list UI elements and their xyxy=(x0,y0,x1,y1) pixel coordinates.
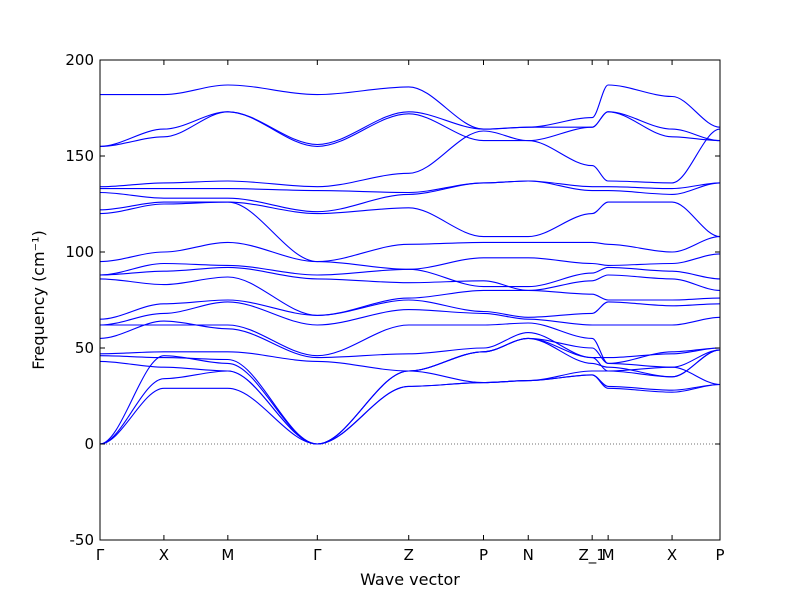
phonon-band-11 xyxy=(100,266,720,291)
x-tick-label: Γ xyxy=(96,546,105,564)
y-tick-label: 100 xyxy=(65,243,94,261)
x-tick-label: N xyxy=(523,546,534,564)
x-tick-label: P xyxy=(715,546,724,564)
phonon-band-3 xyxy=(100,111,720,147)
phonon-band-14 xyxy=(100,301,720,326)
phonon-band-21 xyxy=(100,337,720,445)
y-axis-ticks: -50 0 50 100 150 200 xyxy=(65,51,720,549)
y-tick-label: -50 xyxy=(70,531,95,549)
y-tick-label: 0 xyxy=(84,435,94,453)
phonon-band-2 xyxy=(100,111,720,147)
phonon-band-15 xyxy=(100,322,720,364)
phonon-bands xyxy=(100,84,720,445)
y-axis-label: Frequency (cm⁻¹) xyxy=(29,230,48,369)
phonon-band-8 xyxy=(100,201,720,263)
x-tick-label: Γ xyxy=(313,546,322,564)
x-tick-label: X xyxy=(159,546,169,564)
phonon-band-22 xyxy=(100,374,720,445)
x-tick-label: Z_1 xyxy=(579,546,606,565)
phonon-band-13 xyxy=(100,299,720,320)
y-tick-label: 200 xyxy=(65,51,94,69)
x-tick-label: M xyxy=(221,546,234,564)
plot-frame xyxy=(99,59,721,541)
x-tick-label: M xyxy=(602,546,615,564)
y-tick-label: 50 xyxy=(75,339,94,357)
phonon-band-1 xyxy=(100,84,720,130)
x-tick-label: Z xyxy=(404,546,414,564)
x-axis-ticks: Γ X M Γ Z P N Z_1M X P xyxy=(96,60,725,565)
phonon-band-6 xyxy=(100,180,720,213)
phonon-band-12 xyxy=(100,276,720,316)
phonon-band-4 xyxy=(100,128,720,188)
x-axis-label: Wave vector xyxy=(360,570,460,589)
phonon-band-10 xyxy=(100,262,720,288)
y-tick-label: 150 xyxy=(65,147,94,165)
phonon-band-16 xyxy=(100,320,720,359)
x-tick-label: X xyxy=(667,546,677,564)
phonon-band-9 xyxy=(100,241,720,270)
x-tick-label: P xyxy=(479,546,488,564)
